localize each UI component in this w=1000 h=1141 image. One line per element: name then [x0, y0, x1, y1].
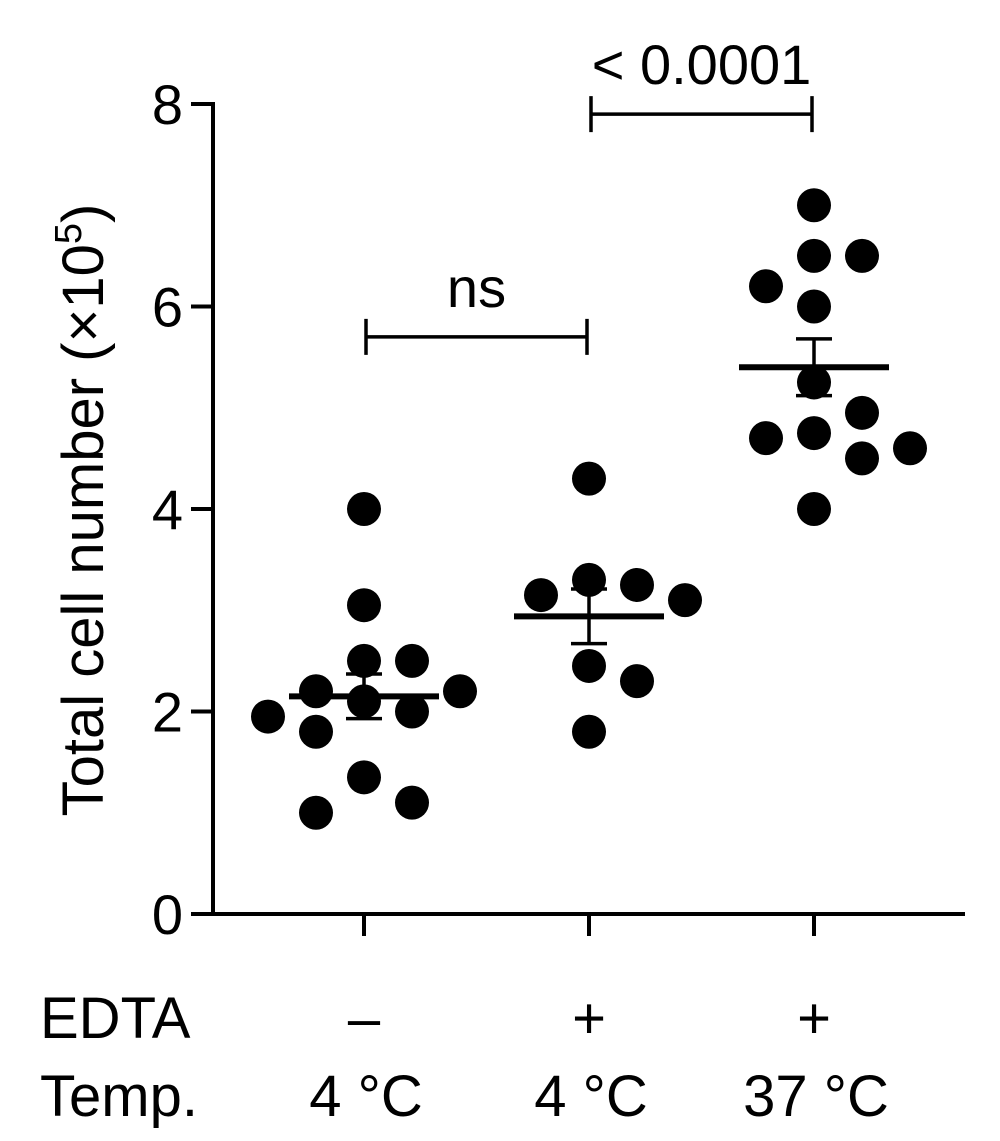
data-point: [749, 269, 783, 304]
y-axis-title: Total cell number (×105): [48, 204, 116, 817]
data-point: [299, 674, 333, 709]
data-point: [347, 643, 381, 678]
row-label-edta: EDTA: [40, 986, 191, 1051]
y-axis-ticks: 0 2 4 6 8: [152, 73, 213, 946]
data-point: [347, 492, 381, 526]
significance-label: < 0.0001: [592, 33, 812, 96]
data-point: [797, 188, 831, 223]
data-point: [347, 760, 381, 795]
data-point: [749, 421, 783, 456]
y-tick-label: 6: [152, 276, 183, 339]
data-point: [347, 588, 381, 623]
data-point: [572, 648, 606, 683]
y-axis-title-superscript: 5: [48, 223, 90, 244]
data-point: [572, 461, 606, 496]
data-point: [845, 238, 879, 273]
edta-value-label: +: [797, 986, 831, 1051]
y-axis-title-close: ): [51, 204, 116, 223]
data-point: [845, 441, 879, 476]
data-point: [395, 785, 429, 820]
data-point: [299, 714, 333, 749]
temp-value-label: 4 °C: [309, 1064, 422, 1129]
data-point: [797, 289, 831, 324]
data-point: [797, 492, 831, 526]
data-point: [572, 714, 606, 749]
data-points: [251, 188, 927, 830]
x-axis-ticks: [362, 914, 816, 936]
data-point: [395, 643, 429, 678]
significance-label: ns: [447, 256, 506, 319]
data-point: [797, 238, 831, 273]
significance-brackets: ns < 0.0001: [364, 33, 814, 355]
data-point: [620, 664, 654, 699]
row-label-temp: Temp.: [40, 1064, 198, 1129]
y-tick-label: 4: [152, 478, 183, 541]
y-tick-label: 0: [152, 883, 183, 946]
temp-value-label: 4 °C: [534, 1064, 647, 1129]
mean-sem-bars: [289, 337, 889, 721]
data-point: [524, 578, 558, 613]
data-point: [299, 795, 333, 830]
data-point: [395, 694, 429, 729]
condition-table: EDTA Temp. – 4 °C +4 °C +37 °C: [40, 986, 889, 1129]
data-point: [443, 674, 477, 709]
data-point: [797, 416, 831, 451]
y-tick-label: 2: [152, 681, 183, 744]
data-point: [668, 583, 702, 618]
y-axis-title-text: Total cell number (×10: [51, 244, 116, 816]
data-point: [251, 699, 285, 734]
data-point: [620, 567, 654, 602]
axes: [211, 102, 965, 916]
edta-value-label: +: [572, 986, 606, 1051]
edta-value-label: –: [348, 986, 381, 1051]
y-tick-label: 8: [152, 73, 183, 136]
data-point: [845, 395, 879, 430]
data-point: [893, 431, 927, 466]
temp-value-label: 37 °C: [743, 1064, 889, 1129]
